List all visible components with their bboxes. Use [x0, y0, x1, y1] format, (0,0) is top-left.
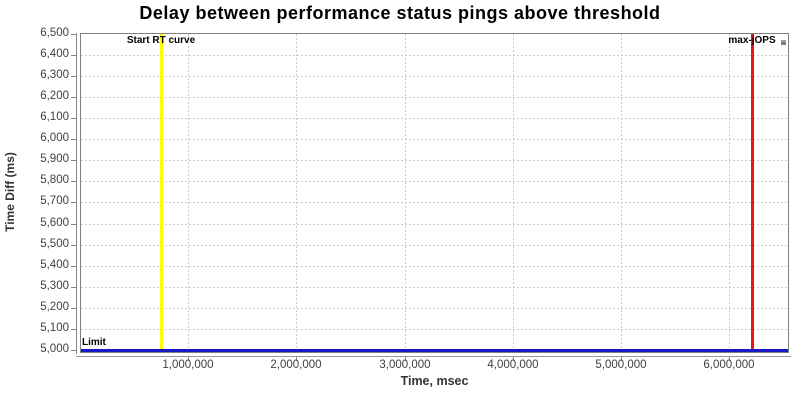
y-gridline — [81, 224, 787, 225]
y-gridline — [81, 55, 787, 56]
y-gridline — [81, 308, 787, 309]
annotation-line-limit — [81, 349, 788, 352]
y-gridline — [81, 118, 787, 119]
y-tick-mark — [71, 202, 76, 203]
y-gridline — [81, 287, 787, 288]
y-tick-label: 5,900 — [40, 153, 69, 165]
x-axis-line — [76, 356, 791, 357]
x-gridline — [621, 34, 622, 351]
x-gridline — [405, 34, 406, 351]
y-gridline — [81, 266, 787, 267]
x-tick-label: 2,000,000 — [270, 359, 322, 371]
y-tick-mark — [71, 224, 76, 225]
y-tick-label: 6,100 — [40, 111, 69, 123]
y-tick-mark — [71, 287, 76, 288]
y-tick-mark — [71, 139, 76, 140]
y-tick-mark — [71, 118, 76, 119]
y-tick-label: 5,100 — [40, 322, 69, 334]
chart-title: Delay between performance status pings a… — [139, 3, 661, 23]
y-tick-label: 5,700 — [40, 195, 69, 207]
y-tick-mark — [71, 55, 76, 56]
y-gridline — [81, 160, 787, 161]
y-gridline — [81, 76, 787, 77]
x-tick-mark — [188, 357, 189, 361]
annotation-label-limit: Limit — [82, 337, 106, 348]
y-tick-mark — [71, 97, 76, 98]
y-tick-label: 6,500 — [40, 27, 69, 39]
x-tick-label: 5,000,000 — [595, 359, 647, 371]
y-axis-line — [76, 33, 77, 354]
x-tick-label: 1,000,000 — [162, 359, 214, 371]
x-tick-mark — [405, 357, 406, 361]
x-gridline — [513, 34, 514, 351]
y-tick-label: 5,200 — [40, 301, 69, 313]
x-gridline — [296, 34, 297, 351]
y-tick-label: 5,000 — [40, 343, 69, 355]
y-tick-label: 5,500 — [40, 238, 69, 250]
y-tick-mark — [71, 160, 76, 161]
y-tick-mark — [71, 350, 76, 351]
y-tick-mark — [71, 181, 76, 182]
y-tick-mark — [71, 34, 76, 35]
y-tick-mark — [71, 245, 76, 246]
y-tick-label: 6,400 — [40, 48, 69, 60]
y-tick-mark — [71, 329, 76, 330]
y-tick-label: 6,000 — [40, 132, 69, 144]
annotation-line-start-rt-curve — [160, 34, 163, 351]
y-tick-label: 5,400 — [40, 259, 69, 271]
y-gridline — [81, 329, 787, 330]
y-gridline — [81, 202, 787, 203]
x-gridline — [729, 34, 730, 351]
annotation-label-start-rt-curve: Start RT curve — [126, 35, 196, 46]
y-tick-mark — [71, 266, 76, 267]
plot-area — [80, 33, 789, 353]
x-tick-label: 6,000,000 — [703, 359, 755, 371]
annotation-label-max-jops: max-jOPS — [728, 35, 776, 46]
x-tick-mark — [729, 357, 730, 361]
x-axis-title: Time, msec — [400, 374, 469, 388]
y-tick-mark — [71, 76, 76, 77]
y-tick-label: 5,300 — [40, 280, 69, 292]
x-tick-label: 3,000,000 — [379, 359, 431, 371]
y-gridline — [81, 245, 787, 246]
y-tick-label: 5,600 — [40, 217, 69, 229]
x-tick-mark — [621, 357, 622, 361]
y-tick-label: 6,300 — [40, 69, 69, 81]
data-point-marker — [781, 40, 786, 45]
x-tick-mark — [296, 357, 297, 361]
x-gridline — [188, 34, 189, 351]
y-gridline — [81, 97, 787, 98]
y-tick-label: 5,800 — [40, 174, 69, 186]
y-tick-mark — [71, 308, 76, 309]
y-gridline — [81, 139, 787, 140]
x-tick-mark — [513, 357, 514, 361]
x-tick-label: 4,000,000 — [487, 359, 539, 371]
annotation-line-max-jops — [751, 34, 754, 351]
y-gridline — [81, 181, 787, 182]
y-tick-label: 6,200 — [40, 90, 69, 102]
